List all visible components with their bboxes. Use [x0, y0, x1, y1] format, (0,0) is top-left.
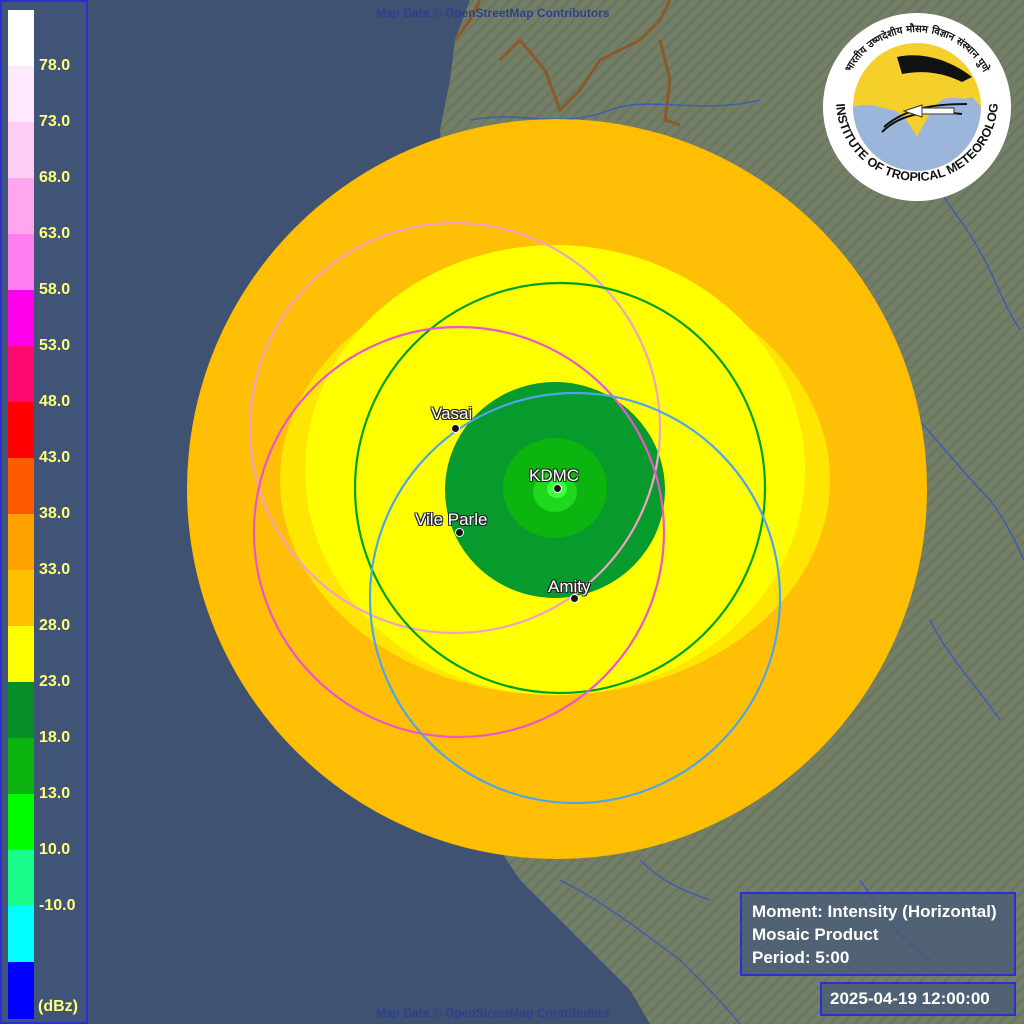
district-boundary — [453, 0, 681, 127]
color-legend: 78.0 73.0 68.0 63.0 58.0 53.0 48.0 43.0 38.0 33.0… — [0, 0, 88, 1024]
product-label: Mosaic Product — [752, 925, 879, 944]
timestamp-panel: 2025-04-19 12:00:00 — [820, 982, 1016, 1016]
legend-swatch — [8, 458, 34, 515]
map-attribution-top: Map Data © OpenStreetMap Contributors — [376, 6, 610, 20]
legend-tick-label: 78.0 — [39, 57, 71, 74]
legend-tick-label: 73.0 — [39, 113, 71, 130]
legend-tick-label: 13.0 — [39, 785, 71, 802]
legend-swatch — [8, 570, 34, 627]
legend-swatch — [8, 682, 34, 739]
legend-tick-label: 63.0 — [39, 225, 71, 242]
legend-tick-label: 18.0 — [39, 729, 71, 746]
legend-tick-label: 53.0 — [39, 337, 71, 354]
map-attribution-bottom: Map Data © OpenStreetMap Contributors — [376, 1006, 610, 1020]
site-label: KDMC — [529, 466, 580, 485]
legend-unit-label: (dBz) — [38, 998, 78, 1015]
legend-tick-label: -10.0 — [39, 897, 76, 914]
legend-tick-label: 23.0 — [39, 673, 71, 690]
legend-swatch — [8, 402, 34, 459]
legend-tick-label: 48.0 — [39, 393, 71, 410]
period-label: Period: 5:00 — [752, 948, 850, 967]
legend-swatch — [8, 626, 34, 683]
site-marker-icon — [455, 528, 464, 537]
legend-swatch — [8, 234, 34, 291]
legend-swatch — [8, 514, 34, 571]
range-ring-vasai — [248, 221, 662, 635]
legend-swatch — [8, 178, 34, 235]
moment-label: Moment: Intensity (Horizontal) — [752, 902, 997, 921]
site-marker-icon — [451, 424, 460, 433]
range-ring-amity — [368, 391, 782, 805]
legend-tick-label: 38.0 — [39, 505, 71, 522]
legend-swatch — [8, 738, 34, 795]
legend-swatch — [8, 794, 34, 851]
legend-swatch — [8, 850, 34, 907]
legend-tick-label: 68.0 — [39, 169, 71, 186]
range-ring-vile-parle — [252, 325, 666, 739]
legend-tick-label: 58.0 — [39, 281, 71, 298]
site-label: Amity — [548, 577, 591, 596]
legend-tick-label: 43.0 — [39, 449, 71, 466]
legend-swatch — [8, 122, 34, 179]
range-rings — [248, 221, 782, 805]
range-ring-kdmc — [353, 281, 767, 695]
legend-tick-label: 10.0 — [39, 841, 71, 858]
timestamp-label: 2025-04-19 12:00:00 — [830, 989, 990, 1008]
legend-swatch — [8, 346, 34, 403]
legend-tick-label: 28.0 — [39, 617, 71, 634]
iitm-logo: INDIAN INSTITUTE OF TROPICAL METEOROLOGY… — [822, 12, 1011, 201]
site-marker-icon — [553, 484, 562, 493]
legend-swatch — [8, 66, 34, 123]
legend-swatch — [8, 10, 34, 67]
site-marker-icon — [570, 594, 579, 603]
legend-tick-label: 33.0 — [39, 561, 71, 578]
legend-swatch — [8, 962, 34, 1019]
site-label: Vasai — [431, 404, 473, 423]
product-info-panel: Moment: Intensity (Horizontal) Mosaic Pr… — [740, 892, 1016, 976]
legend-swatch — [8, 290, 34, 347]
legend-swatch — [8, 906, 34, 963]
site-label: Vile Parle — [415, 510, 488, 529]
